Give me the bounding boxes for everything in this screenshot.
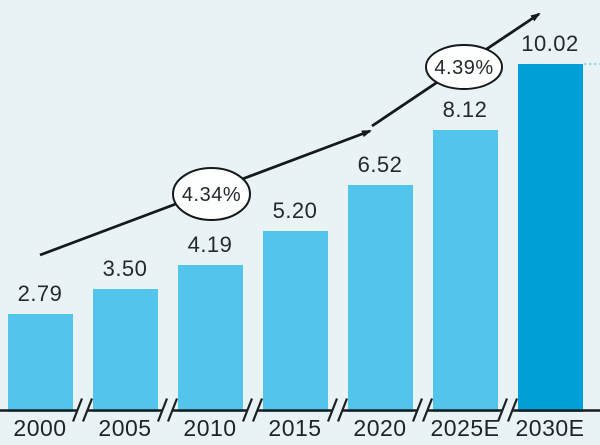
bar-value-label-2005: 3.50 [102, 256, 148, 282]
x-axis-label-2010: 2010 [183, 415, 237, 441]
x-axis-label-2015: 2015 [268, 415, 322, 441]
x-axis-label-2020: 2020 [353, 415, 407, 441]
bar-value-label-2015: 5.20 [272, 197, 318, 223]
bar-value-label-2030E: 10.02 [521, 31, 579, 57]
bar-2030E [517, 64, 583, 412]
x-axis-label-2000: 2000 [13, 415, 67, 441]
bar-value-label-2020: 6.52 [357, 152, 403, 178]
bar-value-label-2000: 2.79 [17, 280, 63, 306]
x-axis-label-2030E: 2030E [515, 415, 585, 441]
bar-value-label-2010: 4.19 [187, 232, 233, 258]
x-axis-label-2005: 2005 [98, 415, 152, 441]
bar-2000 [7, 313, 73, 412]
bar-2025E [432, 129, 498, 412]
bar-2010 [177, 265, 243, 412]
x-axis-label-2025E: 2025E [430, 415, 500, 441]
bar-2020 [347, 185, 413, 412]
bar-2005 [92, 289, 158, 413]
bar-value-label-2025E: 8.12 [442, 96, 488, 122]
bar-2015 [262, 230, 328, 412]
